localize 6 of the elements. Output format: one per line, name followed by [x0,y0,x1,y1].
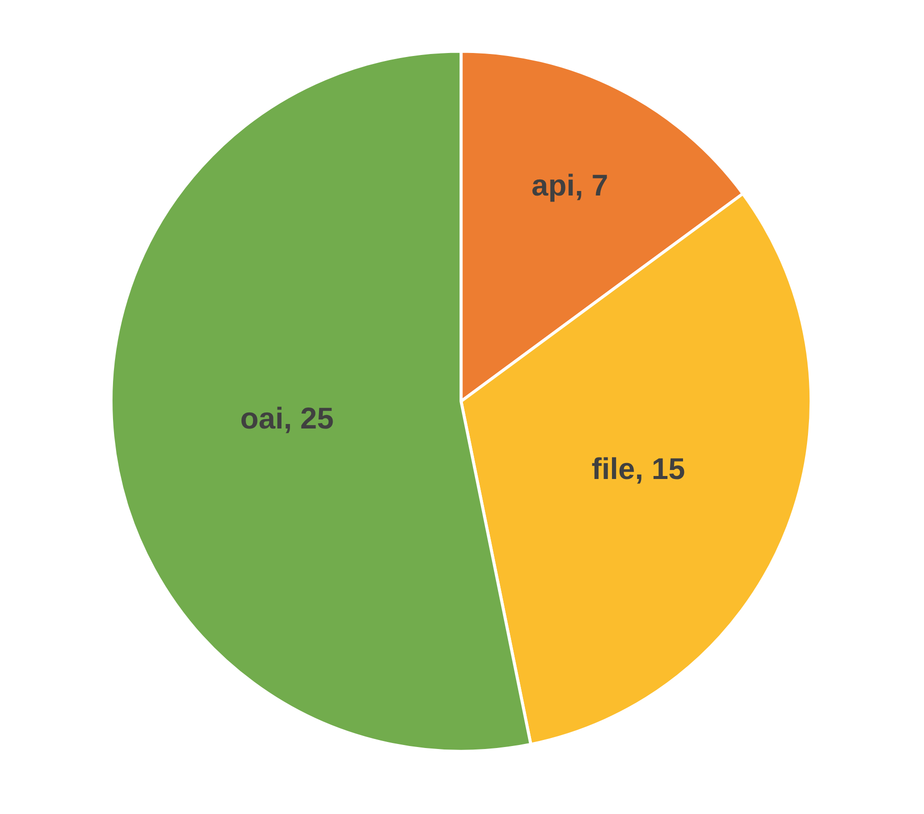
slice-label: api [532,170,575,203]
slice-label: file [592,453,635,486]
data-label: , 25 [284,402,334,436]
slice-label: oai [240,402,284,436]
data-label: , 7 [574,170,608,203]
data-label: , 15 [634,453,686,486]
